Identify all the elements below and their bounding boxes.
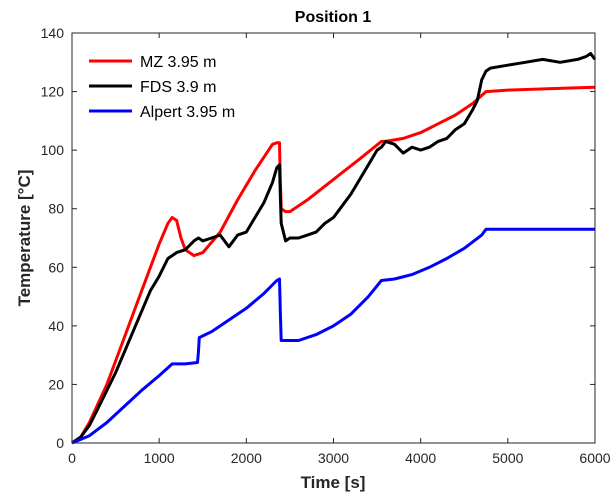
x-tick-label: 3000: [318, 450, 349, 466]
y-tick-label: 120: [41, 84, 65, 100]
y-tick-label: 100: [41, 142, 65, 158]
x-tick-label: 6000: [579, 450, 610, 466]
legend-label-mz: MZ 3.95 m: [140, 54, 216, 71]
y-axis-label: Temperature [°C]: [15, 170, 34, 307]
series-layer: [71, 52, 597, 445]
x-tick-label: 0: [68, 450, 76, 466]
x-tick-label: 2000: [231, 450, 262, 466]
y-tick-label: 20: [48, 376, 64, 392]
series-line-fds: [71, 52, 597, 445]
legend-label-fds: FDS 3.9 m: [140, 79, 216, 96]
series-line-alpert: [71, 227, 595, 445]
y-tick-label: 80: [48, 201, 64, 217]
x-axis-label: Time [s]: [301, 473, 366, 492]
chart-title: Position 1: [295, 9, 372, 26]
series-line-mz: [71, 85, 596, 445]
legend-label-alpert: Alpert 3.95 m: [140, 104, 235, 121]
y-tick-label: 40: [48, 318, 64, 334]
y-tick-label: 0: [56, 435, 64, 451]
legend: MZ 3.95 m FDS 3.9 m Alpert 3.95 m: [80, 42, 263, 126]
y-tick-label: 140: [41, 25, 65, 41]
x-tick-label: 1000: [144, 450, 175, 466]
ticks-layer: 0 1000 2000 3000 4000 5000 6000 0 20 40 60 80 100 120…: [41, 25, 611, 466]
x-tick-label: 4000: [405, 450, 436, 466]
x-tick-label: 5000: [492, 450, 523, 466]
y-tick-label: 60: [48, 259, 64, 275]
